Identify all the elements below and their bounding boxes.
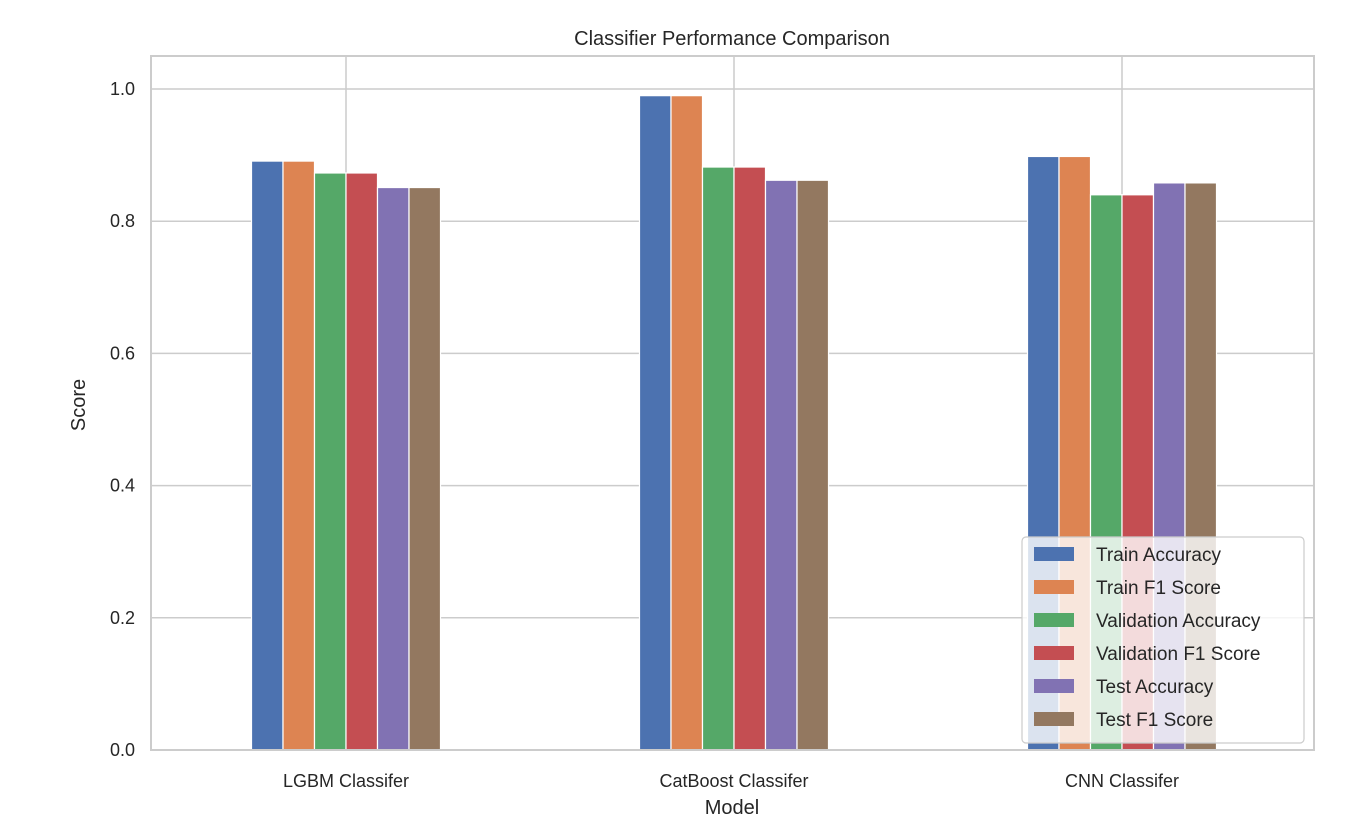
bar <box>376 186 410 751</box>
bar <box>733 166 767 751</box>
legend-swatch <box>1034 712 1074 726</box>
bar <box>796 179 830 751</box>
legend-label: Validation F1 Score <box>1096 644 1260 665</box>
y-tick-label: 0.6 <box>110 343 135 363</box>
legend-swatch <box>1034 580 1074 594</box>
legend-swatch <box>1034 613 1074 627</box>
bar <box>638 95 672 751</box>
bar <box>282 160 316 751</box>
bar <box>250 160 284 751</box>
x-tick-label: CatBoost Classifer <box>659 771 808 791</box>
legend-label: Train Accuracy <box>1096 545 1221 566</box>
plot-frame <box>150 55 1315 751</box>
x-axis-label: Model <box>705 797 759 819</box>
y-tick-label: 1.0 <box>110 79 135 99</box>
legend-label: Train F1 Score <box>1096 578 1221 599</box>
x-tick-labels: LGBM Classifer CatBoost Classifer CNN Clas… <box>283 771 1179 791</box>
x-tick-label: CNN Classifer <box>1065 771 1179 791</box>
legend-label: Test Accuracy <box>1096 677 1214 698</box>
chart-title: Classifier Performance Comparison <box>574 28 890 50</box>
bar <box>670 95 704 751</box>
bar <box>345 172 379 751</box>
legend-swatch <box>1034 679 1074 693</box>
legend-label: Test F1 Score <box>1096 710 1213 731</box>
y-tick-label: 0.8 <box>110 211 135 231</box>
bar <box>313 172 347 751</box>
x-tick-label: LGBM Classifer <box>283 771 409 791</box>
legend-box <box>1021 536 1305 744</box>
legend-label: Validation Accuracy <box>1096 611 1261 632</box>
y-axis-label: Score <box>68 379 90 431</box>
legend: Train Accuracy Train F1 Score Validation A… <box>1021 536 1305 744</box>
legend-swatch <box>1034 547 1074 561</box>
y-tick-labels: 0.0 0.2 0.4 0.6 0.8 1.0 <box>110 79 135 760</box>
bar <box>764 179 798 751</box>
y-tick-label: 0.0 <box>110 740 135 760</box>
bar <box>701 166 735 751</box>
legend-swatch <box>1034 646 1074 660</box>
y-tick-label: 0.4 <box>110 476 135 496</box>
y-tick-label: 0.2 <box>110 608 135 628</box>
bar <box>408 186 442 751</box>
